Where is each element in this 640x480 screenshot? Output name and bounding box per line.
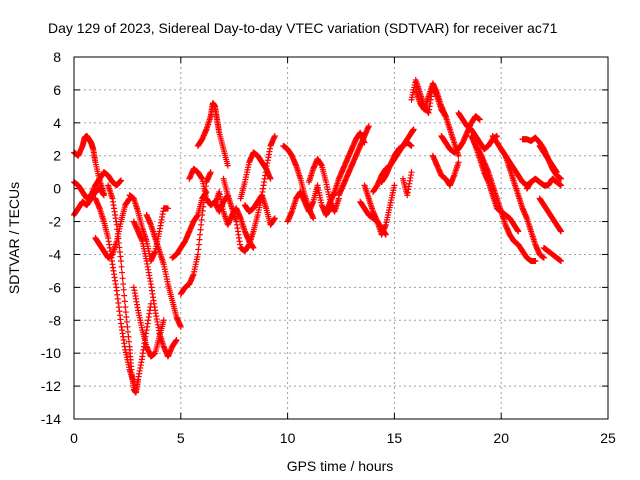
y-tick-label: 8 xyxy=(53,49,61,65)
y-tick-label: -6 xyxy=(49,279,62,295)
data-point xyxy=(120,281,127,288)
data-point xyxy=(224,162,231,169)
data-point xyxy=(121,292,128,299)
data-point xyxy=(515,228,522,235)
x-tick-label: 5 xyxy=(177,430,185,446)
data-point xyxy=(119,275,126,282)
x-axis-label: GPS time / hours xyxy=(287,458,394,474)
data-point xyxy=(310,215,317,222)
data-point xyxy=(558,228,565,235)
data-point xyxy=(476,116,483,123)
data-point xyxy=(117,177,124,184)
x-tick-label: 0 xyxy=(70,430,78,446)
plot-frame xyxy=(73,56,609,420)
data-point xyxy=(267,175,274,182)
data-point xyxy=(558,182,565,189)
data-point xyxy=(271,132,278,139)
y-tick-labels: -14 -12 -10 -8 -6 -4 -2 0 2 4 6 8 xyxy=(41,49,61,427)
data-point xyxy=(455,152,462,159)
data-point xyxy=(100,192,107,199)
y-tick-label: 2 xyxy=(53,148,61,164)
data-point xyxy=(455,159,462,166)
x-tick-label: 20 xyxy=(493,430,509,446)
data-point xyxy=(164,205,171,212)
x-tick-label: 15 xyxy=(387,430,403,446)
chart-title: Day 129 of 2023, Sidereal Day-to-day VTE… xyxy=(48,20,558,36)
data-point xyxy=(250,244,257,251)
y-tick-label: -14 xyxy=(41,411,61,427)
data-point xyxy=(408,142,415,149)
data-point xyxy=(408,169,415,176)
y-tick-label: -10 xyxy=(41,345,61,361)
data-point xyxy=(117,258,124,265)
data-point xyxy=(207,169,214,176)
y-tick-label: -2 xyxy=(49,214,62,230)
data-point xyxy=(410,126,417,133)
data-point xyxy=(558,258,565,265)
data-point xyxy=(173,337,180,344)
x-tick-label: 25 xyxy=(600,430,616,446)
data-point xyxy=(553,169,560,176)
data-point xyxy=(391,182,398,189)
data-point xyxy=(119,269,126,276)
data-point xyxy=(540,254,547,261)
data-point xyxy=(558,175,565,182)
data-point xyxy=(120,286,127,293)
data-point xyxy=(271,215,278,222)
data-point xyxy=(532,258,539,265)
data-point xyxy=(177,323,184,330)
y-tick-label: -12 xyxy=(41,378,61,394)
data-point xyxy=(365,123,372,130)
y-tick-label: 0 xyxy=(53,181,61,197)
data-points xyxy=(71,77,565,396)
y-tick-label: 6 xyxy=(53,82,61,98)
y-tick-label: -8 xyxy=(49,312,62,328)
y-tick-label: -4 xyxy=(49,246,62,262)
x-tick-labels: 0 5 10 15 20 25 xyxy=(70,430,616,446)
y-axis-label: SDTVAR / TECUs xyxy=(6,182,22,294)
data-point xyxy=(160,317,167,324)
x-tick-label: 10 xyxy=(280,430,296,446)
data-point xyxy=(121,298,128,305)
y-tick-label: 4 xyxy=(53,115,61,131)
data-point xyxy=(118,263,125,270)
